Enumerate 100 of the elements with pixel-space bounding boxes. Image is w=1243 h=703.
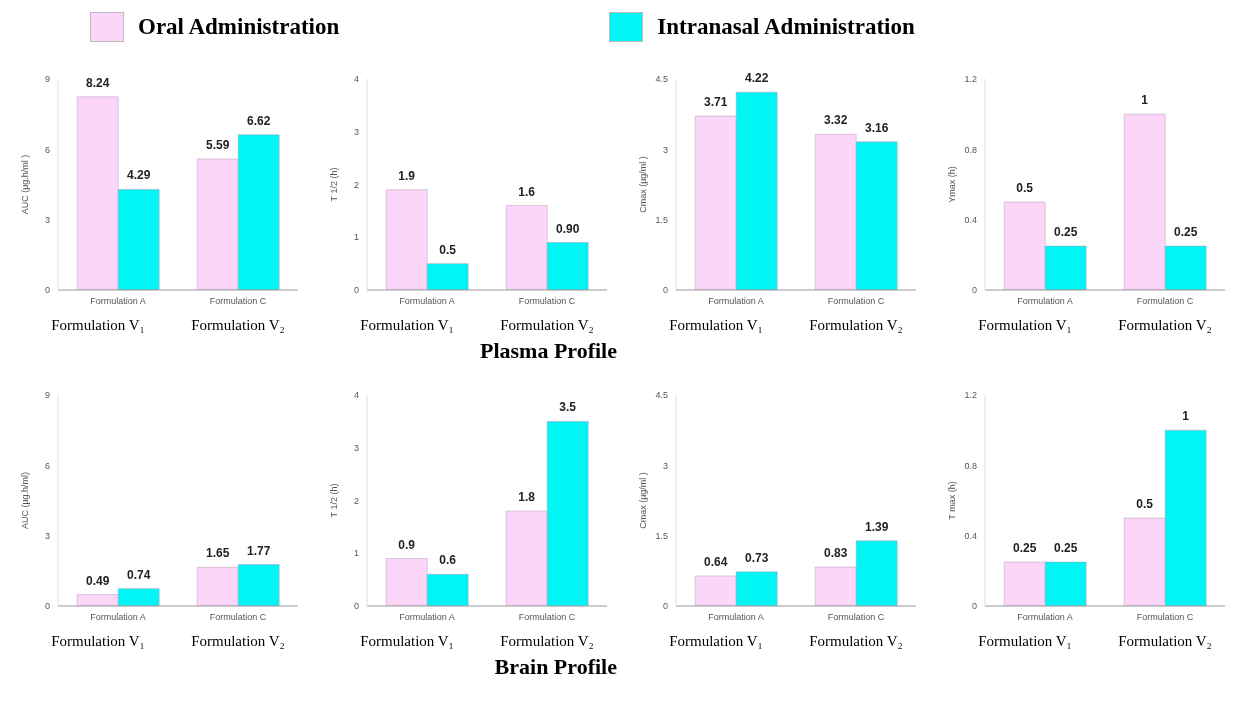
x-tick-label: Formulation A [708,296,764,307]
y-tick-label: 0 [662,601,668,612]
data-label: 1 [1141,93,1149,108]
x-tick-label: Formulation C [209,296,267,307]
x-tick-label: Formulation C [518,296,576,307]
text: Formulation V₁ [360,632,454,650]
data-label: 6.62 [247,113,271,128]
text: Formulation V₂ [1118,632,1212,650]
y-tick-label: 0 [44,601,50,612]
y-tick-label: 3 [662,460,668,471]
y-tick-label: 4 [353,390,359,401]
x-tick-label: Formulation C [518,612,576,623]
data-label: 0.83 [824,546,848,561]
data-label: 4.22 [745,71,769,86]
text: Formulation V₁ [669,632,763,650]
y-tick-label: 2 [353,179,359,190]
text: Formulation V₁ [978,632,1072,650]
data-label: 0.90 [556,221,580,236]
data-label: 0.5 [1016,181,1034,196]
x-tick-label: Formulation A [90,612,146,623]
text: Formulation V₂ [809,316,903,334]
x-tick-label: Formulation A [90,296,146,307]
legend-label: Intranasal Administration [657,14,915,40]
data-label: 1.8 [518,490,536,505]
x-tick-label: Formulation A [399,612,455,623]
data-label: 1.65 [206,546,230,561]
y-tick-label: 0 [353,285,359,296]
y-tick-label: 0.4 [964,214,977,225]
data-label: 0.9 [398,537,416,552]
y-tick-label: 6 [44,460,50,471]
text: Formulation V₂ [191,632,285,650]
x-tick-label: Formulation A [1017,612,1073,623]
data-label: 0.25 [1013,541,1037,556]
text: Formulation V₂ [809,632,903,650]
data-label: 1.6 [518,184,536,199]
y-axis-title: Ymax (h) [947,166,958,203]
y-tick-label: 3 [353,442,359,453]
y-tick-label: 0.4 [964,530,977,541]
data-label: 0.5 [1136,497,1154,512]
y-tick-label: 0 [353,601,359,612]
x-tick-label: Formulation C [1136,296,1194,307]
data-label: 1 [1182,409,1190,424]
x-tick-label: Formulation A [399,296,455,307]
text: Brain Profile [494,654,617,679]
y-tick-label: 6 [44,144,50,155]
data-label: 5.59 [206,137,230,152]
text: Formulation V₂ [500,316,594,334]
data-label: 0.25 [1054,541,1078,556]
text: Formulation V₁ [978,316,1072,334]
y-tick-label: 4 [353,74,359,85]
data-label: 1.39 [865,519,889,534]
data-label: 4.29 [127,168,151,183]
text: Formulation V₁ [51,632,145,650]
data-label: 0.6 [439,553,457,568]
y-tick-label: 0 [971,601,977,612]
y-tick-label: 0.8 [964,144,977,155]
data-label: 0.49 [86,573,110,588]
data-label: 0.5 [439,242,457,257]
data-label: 3.16 [865,120,889,135]
y-tick-label: 1.2 [964,74,977,85]
y-axis-title: AUC (µg.h/ml ) [20,154,31,215]
x-tick-label: Formulation C [209,612,267,623]
y-tick-label: 4.5 [655,390,668,401]
y-tick-label: 0 [662,285,668,296]
x-tick-label: Formulation C [827,296,885,307]
y-axis-title: T 1/2 (h) [329,483,340,518]
y-tick-label: 1.5 [655,530,668,541]
y-tick-label: 0.8 [964,460,977,471]
x-tick-label: Formulation A [1017,296,1073,307]
data-label: 1.9 [398,168,416,183]
text: Formulation V₁ [51,316,145,334]
text: Formulation V₁ [360,316,454,334]
y-tick-label: 3 [353,126,359,137]
y-tick-label: 9 [44,74,50,85]
y-axis-title: T max (h) [947,481,958,520]
text: Formulation V₂ [191,316,285,334]
y-tick-label: 0 [44,285,50,296]
data-label: 3.5 [559,400,577,415]
data-label: 0.25 [1174,225,1198,240]
data-label: 0.73 [745,550,769,565]
data-label: 1.77 [247,543,271,558]
data-label: 8.24 [86,75,110,90]
y-tick-label: 3 [44,214,50,225]
legend-label: Oral Administration [138,14,340,40]
y-tick-label: 0 [971,285,977,296]
text: Formulation V₁ [669,316,763,334]
x-tick-label: Formulation A [708,612,764,623]
data-label: 0.64 [704,554,728,569]
x-tick-label: Formulation C [1136,612,1194,623]
y-tick-label: 4.5 [655,74,668,85]
y-axis-title: Cmax (µg/ml ) [638,156,649,213]
data-label: 0.74 [127,567,151,582]
y-tick-label: 1 [353,548,359,559]
data-label: 3.71 [704,95,728,110]
text: Formulation V₂ [1118,316,1212,334]
data-label: 0.25 [1054,225,1078,240]
y-tick-label: 1.2 [964,390,977,401]
y-axis-title: Cmax (µg/ml ) [638,472,649,529]
y-tick-label: 3 [662,144,668,155]
y-axis-title: T 1/2 (h) [329,167,340,202]
